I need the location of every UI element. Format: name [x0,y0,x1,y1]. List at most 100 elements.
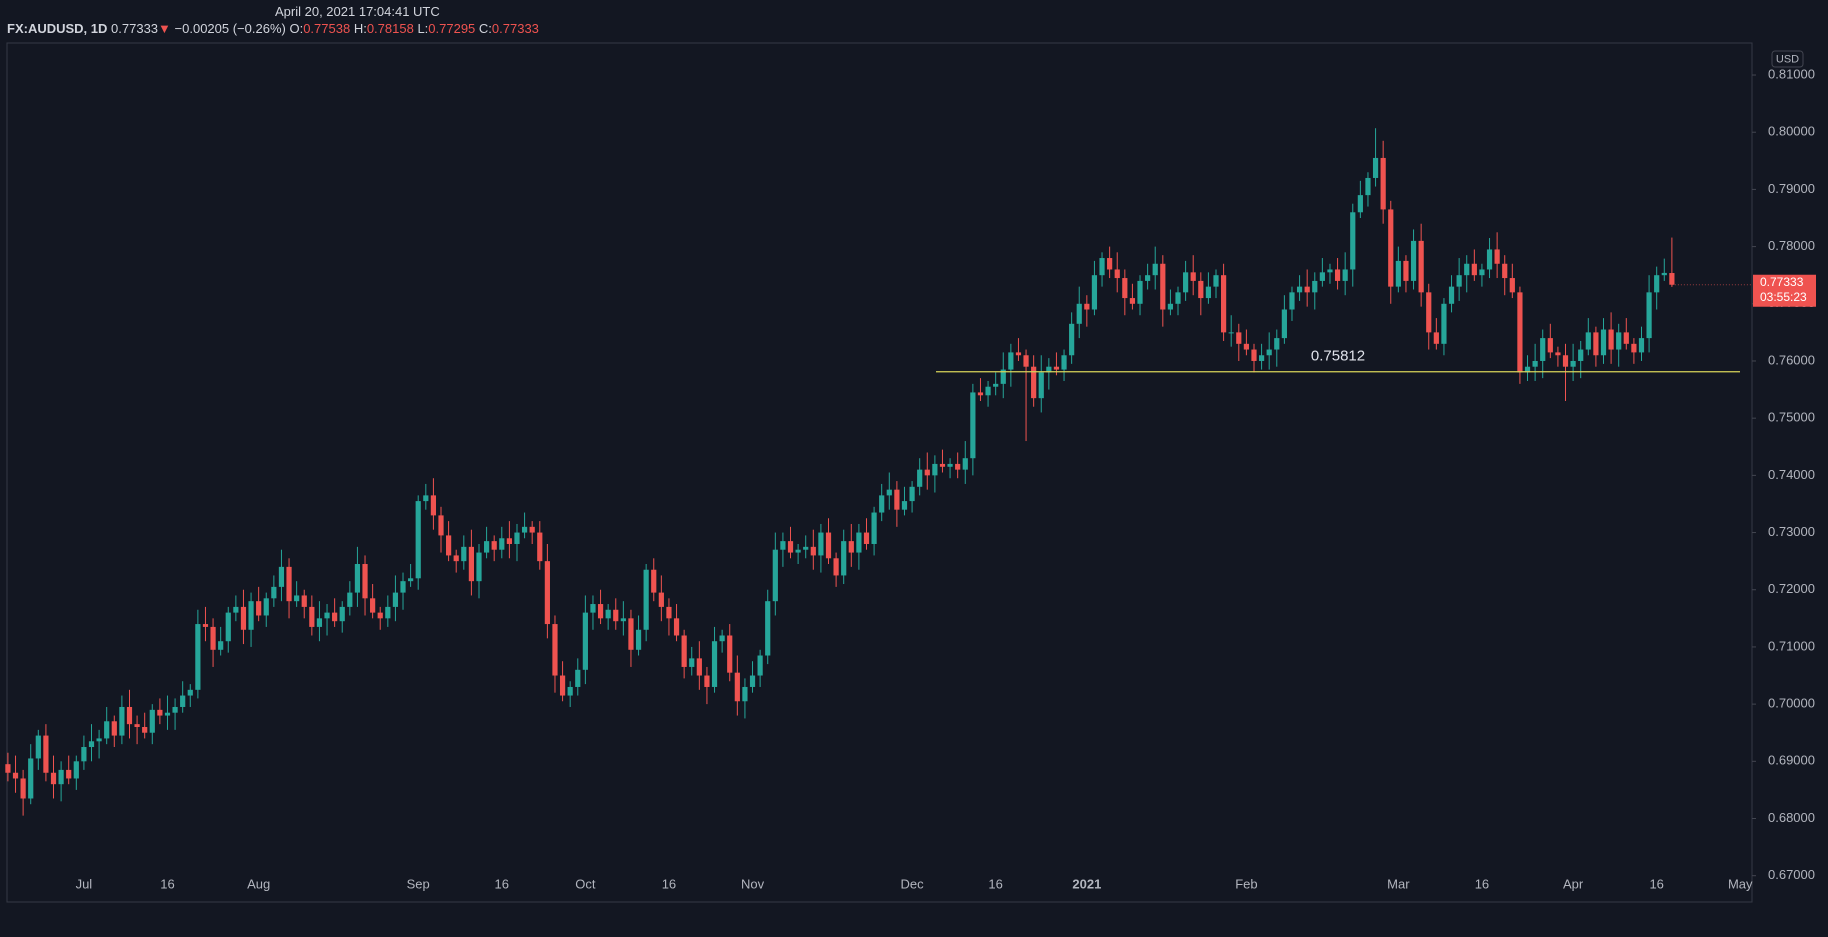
candle-body [66,769,72,779]
candle-body [537,532,543,562]
candle-body [316,618,323,627]
candle-body [12,772,19,779]
candle-body [256,601,262,616]
candle-body [1418,240,1424,293]
candle-body [1646,292,1652,339]
candle-body [1183,272,1189,293]
plot-border [6,42,1753,903]
x-tick-label: 16 [662,876,676,891]
candle-body [689,658,695,667]
candle-body [476,552,482,582]
candle-body [1570,360,1576,367]
candle-body [605,609,611,619]
candle-body [400,581,406,593]
candle-body [1669,273,1675,285]
candle-body [529,526,535,533]
candle-body [1107,258,1113,270]
candle-body [666,606,672,619]
candle-body [104,721,110,739]
candle-body [1266,349,1272,356]
candle-body [1623,332,1629,344]
candle-body [1471,263,1477,276]
candle-body [1046,366,1052,373]
x-tick-label: 16 [1475,876,1489,891]
candle-body [218,641,224,650]
candle-body [757,655,763,676]
candle-body [514,532,520,544]
candle-body [613,609,619,622]
x-tick-label: 16 [495,876,509,891]
candle-body [1236,332,1242,344]
candle-body [5,764,11,773]
candle-body [1654,275,1660,293]
y-tick-label: 0.67000 [1768,867,1815,882]
candle-body [1129,298,1136,304]
level-label: 0.75812 [1311,348,1365,365]
candle-body [734,672,740,702]
y-tick-label: 0.78000 [1768,238,1815,253]
candle-body [278,566,285,587]
candle-body [1243,343,1249,350]
candle-body [408,578,414,582]
candle-body [453,555,459,562]
candle-body [1281,309,1287,339]
bar-countdown: 03:55:23 [1760,290,1807,304]
candle-body [1205,286,1212,299]
candle-body [575,669,581,687]
candle-body [248,601,254,630]
candle-body [582,612,588,670]
candle-body [157,709,163,716]
candle-body [544,561,550,625]
candle-body [1076,303,1082,324]
candle-body [1638,338,1645,353]
candle-body [1053,366,1060,370]
candle-body [1319,272,1325,281]
candle-body [521,526,528,533]
candle-body [96,738,102,742]
candle-body [172,706,178,713]
candle-body [1274,338,1280,350]
candle-body [1008,352,1014,370]
candle-body [635,629,642,650]
candle-body [833,558,839,576]
candle-body [894,489,900,510]
candle-body [43,735,49,773]
candle-body [590,604,596,613]
candle-body [385,606,391,619]
candle-body [818,532,824,556]
candle-body [430,495,437,516]
candle-body [142,726,148,733]
low-label: L: [417,21,429,36]
candle-body [810,546,816,556]
candle-body [1410,240,1417,281]
candle-body [1304,286,1310,293]
candle-body [1114,269,1120,279]
candle-body [1524,366,1531,373]
candle-body [461,546,467,562]
candle-body [749,675,756,687]
candle-body [1486,249,1493,270]
candle-body [491,541,497,550]
candle-body [1031,366,1037,399]
candle-body [1312,280,1318,293]
open-value: 0.77538 [303,21,351,36]
candle-body [901,501,908,510]
candle-body [58,769,64,785]
candle-body [164,712,171,716]
candle-body [1593,332,1599,356]
x-tick-label: 2021 [1072,876,1101,891]
candle-body [780,541,786,550]
candle-body [73,761,79,779]
candle-body [1456,275,1462,287]
candle-body [468,546,474,582]
candle-body [119,706,125,736]
candle-body [841,541,847,576]
candle-body [917,469,923,487]
candle-body [1061,355,1067,370]
last-close: 0.77333 [111,21,159,36]
candle-body [1365,177,1371,196]
candle-body [225,612,231,642]
candle-body [1289,292,1295,310]
y-tick-label: 0.70000 [1768,696,1815,711]
candle-body [1160,263,1166,310]
